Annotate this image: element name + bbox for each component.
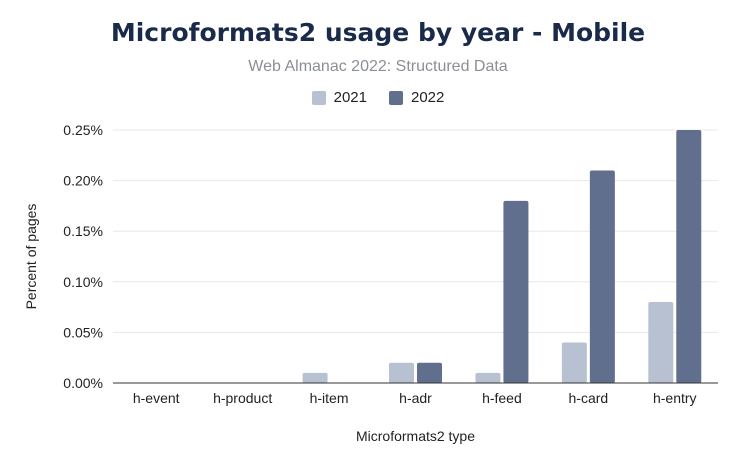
bar-2021-h-adr <box>389 362 414 383</box>
bar-2022-h-feed <box>503 200 529 383</box>
chart-legend: 2021 2022 <box>0 89 756 106</box>
y-tick-label: 0.00% <box>63 375 103 391</box>
y-tick-label: 0.15% <box>63 223 103 239</box>
legend-swatch-2022 <box>389 90 403 105</box>
legend-label-2022: 2022 <box>411 89 445 106</box>
x-tick-label: h-feed <box>482 390 522 406</box>
x-tick-label: h-entry <box>653 390 697 406</box>
chart-title: Microformats2 usage by year - Mobile <box>110 18 646 47</box>
y-tick-label: 0.10% <box>63 274 103 290</box>
x-tick-label: h-event <box>133 390 180 406</box>
bar-2021-h-entry <box>648 302 674 383</box>
chart-subtitle: Web Almanac 2022: Structured Data <box>248 58 508 75</box>
y-axis-title: Percent of pages <box>23 204 39 310</box>
y-tick-label: 0.05% <box>63 324 103 340</box>
bar-2021-h-card <box>561 342 587 383</box>
x-tick-label: h-item <box>310 390 349 406</box>
y-tick-label: 0.20% <box>63 173 103 189</box>
x-tick-label: h-card <box>569 390 609 406</box>
bar-2021-h-item <box>302 372 328 383</box>
x-axis-title: Microformats2 type <box>356 428 475 444</box>
y-tick-label: 0.25% <box>63 122 103 138</box>
legend-label-2021: 2021 <box>333 89 367 106</box>
legend-item-2022[interactable]: 2022 <box>389 89 444 106</box>
x-tick-label: h-product <box>213 390 272 406</box>
bar-2022-h-card <box>589 170 615 383</box>
bar-2021-h-feed <box>475 372 501 383</box>
x-tick-label: h-adr <box>399 390 432 406</box>
bar-2022-h-adr <box>417 362 442 383</box>
legend-swatch-2021 <box>311 90 326 105</box>
bar-2022-h-entry <box>676 130 702 383</box>
legend-item-2021[interactable]: 2021 <box>311 89 367 106</box>
